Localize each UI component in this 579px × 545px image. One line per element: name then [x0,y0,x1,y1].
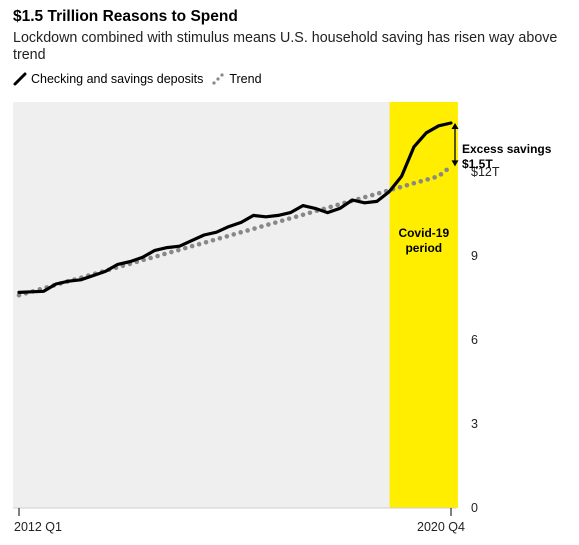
trend-point [418,179,424,184]
deposits-series-line [17,121,453,294]
trend-point [328,204,334,210]
dotted-line-swatch-icon [212,73,224,85]
trend-point [266,222,271,227]
trend-point [369,192,375,198]
excess-savings-label: Excess savings [462,142,552,156]
trend-point [279,218,285,223]
y-tick-label: 3 [471,417,478,431]
trend-point [425,177,430,182]
trend-point [335,202,340,208]
trend-point [231,232,237,237]
trend-point [293,214,299,219]
trend-point [252,226,257,231]
trend-point [432,175,437,180]
trend-point [397,184,403,190]
trend-point [273,220,278,225]
band-label-line2: period [405,241,442,255]
trend-point [176,247,181,253]
y-tick-label: 0 [471,501,478,515]
trend-point [376,190,382,196]
trend-point [286,216,292,221]
solid-line-swatch-icon [13,72,27,86]
excess-savings-value: $1.5T [462,157,493,171]
trend-point [169,249,174,255]
trend-point [224,234,230,239]
trend-point [182,245,188,251]
plot-background [13,102,456,508]
y-tick-label: 9 [471,249,478,263]
trend-point [217,235,223,241]
trend-point [203,239,209,245]
trend-point [438,172,444,177]
trend-point [259,224,264,229]
y-axis-ticks: 0 3 6 9 $12T [471,165,500,515]
covid-period-band [389,102,458,508]
trend-point [238,230,243,235]
legend: Checking and savings deposits Trend [13,72,270,86]
chart-title: $1.5 Trillion Reasons to Spend [13,8,238,25]
trend-point [210,237,216,243]
trend-point [411,180,417,186]
trend-point [444,167,449,173]
x-axis-ticks: 2012 Q1 2020 Q4 [14,508,465,534]
trend-point [245,228,250,233]
legend-item-deposits: Checking and savings deposits [13,72,203,86]
y-tick-label: 6 [471,333,478,347]
y-tick-label: $12T [471,165,500,179]
trend-point [155,253,160,259]
trend-point [16,292,22,298]
x-tick-label: 2020 Q4 [417,520,465,534]
trend-point [162,251,167,257]
trend-point [196,241,202,247]
chart-subtitle: Lockdown combined with stimulus means U.… [13,30,558,63]
excess-savings-arrow-icon [451,123,459,167]
legend-item-trend: Trend [211,72,262,86]
legend-label-deposits: Checking and savings deposits [31,72,204,86]
band-label-line1: Covid-19 [398,226,449,240]
legend-label-trend: Trend [229,72,262,86]
trend-point [363,194,368,200]
trend-point [300,212,306,218]
x-tick-label: 2012 Q1 [14,520,62,534]
trend-point [189,243,195,249]
trend-point [307,210,313,216]
trend-point [404,182,410,188]
trend-point [148,255,153,261]
